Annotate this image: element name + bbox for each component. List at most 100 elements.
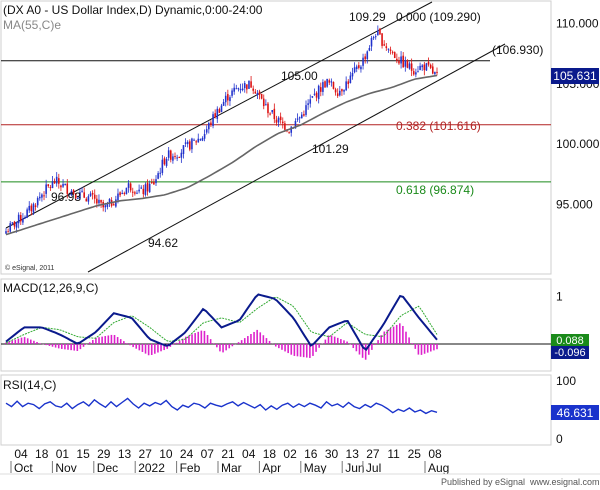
candle-body — [311, 96, 314, 98]
candle-body — [119, 192, 121, 196]
candle-body — [412, 71, 415, 75]
candle-body — [425, 63, 428, 71]
candle-body — [195, 141, 197, 143]
candle-body — [267, 103, 269, 114]
candle-body — [281, 121, 284, 124]
month-label: Apr — [262, 461, 281, 475]
candle-body — [72, 189, 75, 194]
month-label: Dec — [97, 461, 118, 475]
candle — [254, 89, 257, 94]
candle — [138, 184, 140, 194]
candle — [423, 61, 426, 76]
annot-low-10129: 101.29 — [312, 142, 349, 156]
candle-body — [222, 101, 225, 106]
candle — [406, 59, 409, 69]
candle-body — [134, 192, 136, 194]
candle-body — [415, 72, 417, 75]
x-tick-label: 27 — [366, 447, 380, 461]
candle — [436, 67, 438, 76]
candle-body — [355, 66, 358, 70]
candle — [349, 71, 352, 84]
candle-body — [262, 98, 265, 107]
channel-lower-line — [87, 43, 506, 273]
candle — [163, 156, 166, 166]
candle-body — [258, 91, 261, 95]
candle — [260, 93, 263, 100]
signal-value: -0.096 — [554, 347, 585, 359]
candle-body — [239, 89, 242, 91]
candle — [351, 67, 354, 80]
candle-body — [155, 179, 157, 184]
candle-body — [370, 38, 373, 47]
candle — [176, 154, 178, 162]
candle — [402, 52, 404, 68]
price-y-tick: 100.000 — [556, 137, 600, 151]
candle-body — [419, 65, 421, 71]
candle — [262, 94, 265, 110]
candle-body — [218, 109, 221, 113]
price-y-tick: 95.000 — [556, 198, 593, 212]
candle — [353, 62, 356, 74]
candle-body — [131, 191, 134, 193]
month-label: Jul — [366, 461, 381, 475]
candle-body — [347, 81, 350, 85]
rsi-panel — [0, 374, 552, 446]
macd-signal-line — [5, 296, 438, 344]
x-tick-label: 21 — [221, 447, 235, 461]
candle-body — [265, 104, 267, 106]
candle-body — [121, 192, 124, 194]
candle-body — [39, 196, 41, 199]
candle-body — [17, 214, 20, 224]
candle-body — [148, 183, 151, 193]
x-tick-label: 25 — [408, 447, 422, 461]
candle-body — [5, 231, 7, 234]
candle-body — [271, 110, 274, 113]
candle — [129, 182, 132, 193]
candle-body — [36, 198, 39, 206]
candle — [131, 187, 134, 198]
candle-body — [364, 56, 366, 60]
candle-body — [319, 87, 322, 92]
candle — [265, 99, 267, 106]
candle — [339, 86, 341, 97]
candle — [427, 57, 430, 67]
candle-body — [429, 64, 432, 68]
candle-body — [22, 218, 24, 223]
candle-body — [70, 190, 73, 196]
x-tick-label: 29 — [97, 447, 111, 461]
candle — [144, 182, 147, 197]
candle-body — [146, 182, 149, 192]
candle-body — [180, 152, 183, 158]
candle-body — [53, 180, 56, 184]
candle-body — [81, 190, 83, 192]
candle-body — [345, 81, 347, 91]
ma-55-line — [5, 74, 438, 236]
candle-body — [246, 84, 248, 90]
candle-body — [324, 81, 326, 88]
candle — [379, 27, 381, 36]
candle — [222, 99, 225, 106]
candle-body — [169, 150, 172, 160]
candle — [205, 125, 208, 135]
candle-body — [284, 123, 286, 130]
candle-body — [252, 88, 254, 91]
candle-body — [398, 60, 400, 64]
price-y-tick: 110.000 — [556, 17, 599, 31]
month-label: Aug — [428, 461, 449, 475]
candle — [425, 62, 428, 71]
candle — [417, 66, 419, 73]
candle-body — [108, 198, 111, 204]
candle-body — [406, 60, 409, 68]
rsi-y-tick: 100 — [556, 374, 576, 388]
candle-body — [96, 198, 98, 204]
candle-body — [368, 48, 371, 51]
candle — [47, 184, 50, 188]
candle — [49, 184, 52, 191]
ma-label: MA(55,C)e — [3, 18, 61, 32]
candle-body — [237, 88, 240, 90]
candle — [243, 80, 246, 93]
candle — [307, 99, 309, 110]
candle-body — [387, 48, 390, 50]
candle — [134, 190, 136, 196]
candle — [174, 152, 176, 160]
